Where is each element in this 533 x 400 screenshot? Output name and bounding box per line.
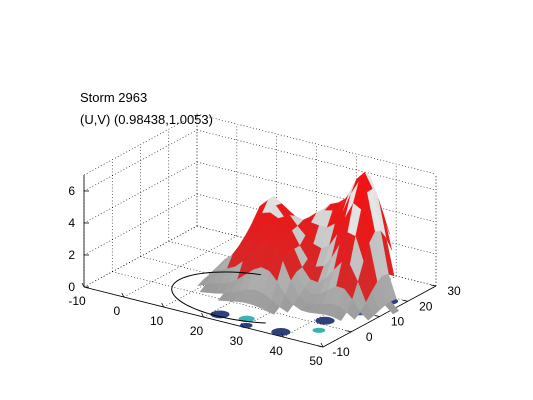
- z-tick-label: 2: [68, 248, 75, 262]
- x-tick-mark: [161, 302, 165, 308]
- storm-outline: [171, 271, 266, 324]
- storm-surface: [197, 171, 400, 322]
- box-edge: [83, 113, 198, 176]
- x-tick-mark: [121, 292, 125, 298]
- x-tick-label: 50: [309, 354, 323, 368]
- surface-patch: [359, 302, 375, 321]
- storm-outline-path: [171, 271, 266, 324]
- base-patch: [210, 310, 230, 319]
- z-tick-label: 4: [68, 216, 75, 230]
- base-patch: [312, 327, 326, 333]
- y-tick-mark: [430, 284, 437, 287]
- grid-line-wall-z: [83, 193, 198, 256]
- x-tick-label: 20: [190, 324, 204, 338]
- y-tick-label: -10: [332, 345, 350, 359]
- base-patch: [315, 316, 335, 325]
- y-tick-mark: [346, 330, 352, 333]
- grid-line-wall-z: [196, 161, 437, 223]
- z-tick-label: 0: [68, 280, 75, 294]
- chart-title: Storm 2963: [80, 90, 148, 105]
- x-tick-mark: [81, 282, 85, 288]
- grid-line-wall-z: [196, 129, 437, 191]
- x-tick-mark: [201, 312, 204, 318]
- y-tick-label: 20: [419, 299, 433, 313]
- grid-line-y: [112, 271, 352, 333]
- y-tick-mark: [402, 299, 408, 302]
- x-tick-label: 30: [230, 334, 244, 348]
- z-tick-label: 6: [68, 184, 75, 198]
- box-edge: [196, 113, 437, 175]
- y-tick-mark: [317, 345, 324, 348]
- y-tick-mark: [374, 315, 380, 317]
- base-patch: [239, 322, 253, 329]
- grid-line-x: [123, 235, 237, 298]
- grid-line-wall-z: [196, 225, 437, 287]
- grid-line-wall-z: [196, 193, 437, 255]
- x-tick-label: 0: [113, 304, 120, 318]
- x-tick-mark: [320, 342, 324, 348]
- grid-line-wall-z: [83, 129, 198, 192]
- y-tick-label: 0: [366, 330, 373, 344]
- grid-line-wall-z: [83, 161, 198, 224]
- y-tick-label: 10: [391, 315, 405, 329]
- base-patch: [271, 328, 291, 336]
- x-tick-label: 10: [150, 314, 164, 328]
- surface-patch: [384, 301, 400, 315]
- y-tick-label: 30: [447, 284, 461, 298]
- grid-line-wall-z: [83, 225, 198, 288]
- x-tick-label: 40: [269, 344, 283, 358]
- x-tick-label: -10: [68, 294, 86, 308]
